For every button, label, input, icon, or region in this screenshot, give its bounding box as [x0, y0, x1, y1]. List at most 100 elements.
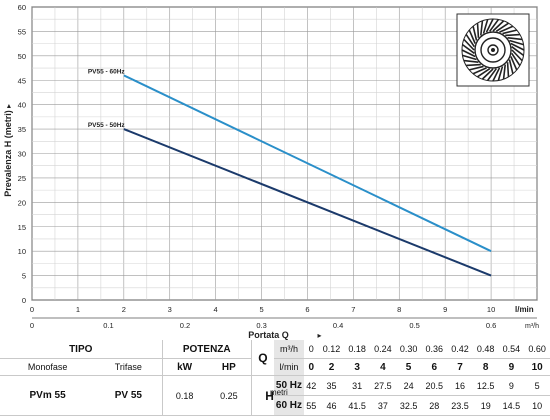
trifase-header: Trifase	[95, 358, 163, 376]
impeller-blade	[462, 43, 475, 54]
x-axis-label: Portata Q	[248, 330, 289, 340]
impeller-blade	[502, 64, 507, 80]
impeller-blade	[472, 26, 478, 41]
x-tick-label: 8	[397, 305, 401, 314]
impeller-blade	[511, 46, 524, 57]
x2-tick-label: 0.2	[180, 321, 190, 330]
impeller-blade	[481, 68, 494, 80]
impeller-blade	[466, 63, 481, 67]
impeller-blade	[489, 19, 500, 32]
monofase-header: Monofase	[0, 358, 96, 376]
impeller-blade	[486, 68, 497, 81]
y-tick-label: 55	[18, 27, 26, 36]
lmin-cell-1: 2	[318, 358, 345, 376]
q-header: Q	[250, 340, 274, 376]
impeller-blade	[495, 22, 509, 32]
lmin-cell-7: 8	[472, 358, 499, 376]
y-tick-label: 35	[18, 125, 26, 134]
h-label: H	[250, 375, 274, 416]
series-line-0	[123, 74, 492, 253]
model-hp: 0.25	[206, 375, 252, 416]
m3h-cell-4: 0.30	[395, 340, 422, 359]
impeller-blade	[510, 56, 518, 71]
m3h-cell-6: 0.42	[447, 340, 473, 359]
x2-tick-label: 0.4	[333, 321, 343, 330]
x2-tick-label: 0.3	[256, 321, 266, 330]
lmin-cell-0: 0	[303, 358, 319, 376]
x-tick-label: 1	[76, 305, 80, 314]
y-tick-label: 10	[18, 247, 26, 256]
x-axis-arrow: ▸	[318, 331, 322, 340]
kw-header: kW	[161, 358, 207, 376]
freq-50hz: metri 50 Hz	[270, 375, 304, 397]
impeller-blade	[510, 42, 525, 51]
x2-tick-label: 0.6	[486, 321, 496, 330]
impeller-blade	[482, 19, 489, 34]
y-tick-label: 15	[18, 223, 26, 232]
x-tick-label: 6	[305, 305, 309, 314]
x-unit-top: l/min	[515, 305, 534, 314]
x-unit-bottom: m³/h	[525, 323, 539, 330]
impeller-rim	[461, 18, 525, 82]
y-tick-label: 40	[18, 101, 26, 110]
m3h-cell-3: 0.24	[370, 340, 396, 359]
impeller-blade	[461, 49, 476, 58]
impeller-blade	[508, 59, 514, 74]
impeller-blade	[506, 62, 510, 77]
h50-cell-5: 20.5	[421, 375, 448, 396]
impeller-blade	[476, 23, 480, 38]
h-symbol: H	[265, 388, 274, 403]
x2-tick-label: 0.1	[103, 321, 113, 330]
h50-cell-7: 12.5	[472, 375, 499, 396]
h60-cell-6: 23.5	[447, 395, 473, 416]
potenza-header: POTENZA	[161, 340, 252, 359]
freq-50hz-label: 50 Hz	[275, 380, 303, 391]
impeller-blade	[511, 49, 523, 62]
x-tick-label: 0	[30, 305, 34, 314]
impeller-blade	[509, 39, 524, 46]
y-tick-label: 60	[18, 3, 26, 12]
h60-cell-3: 37	[370, 395, 396, 416]
y-tick-label: 50	[18, 52, 26, 61]
h50-cell-1: 35	[318, 375, 345, 396]
h60-cell-9: 10	[524, 395, 550, 416]
impeller-icon	[456, 13, 530, 87]
lmin-cell-9: 10	[524, 358, 550, 376]
impeller-blade	[507, 36, 523, 41]
impeller-blade	[511, 52, 521, 66]
performance-table: TIPO POTENZA Q m³/h 0 0.12 0.18 0.24 0.3…	[0, 340, 550, 416]
series-label-0: PV55 - 60Hz	[88, 68, 126, 75]
m3h-cell-0: 0	[303, 340, 319, 359]
h60-cell-0: 55	[303, 395, 319, 416]
h50-cell-6: 16	[447, 375, 473, 396]
impeller-blade	[505, 33, 520, 37]
impeller-blade	[463, 38, 475, 51]
model-monofase: PVm 55	[0, 375, 96, 416]
impeller-blade	[463, 59, 479, 64]
y-tick-label: 0	[22, 296, 26, 305]
h60-cell-5: 28	[421, 395, 448, 416]
h60-cell-7: 19	[472, 395, 499, 416]
h50-cell-4: 24	[395, 375, 422, 396]
impeller-blade	[468, 29, 476, 44]
impeller-blade	[492, 20, 505, 32]
freq-60hz-label: 60 Hz	[273, 395, 304, 416]
model-trifase: PV 55	[95, 375, 163, 416]
impeller-blade	[469, 65, 484, 71]
impeller-blade	[477, 68, 491, 78]
impeller-blade	[479, 20, 484, 36]
model-kw: 0.18	[161, 375, 207, 416]
m3h-cell-8: 0.54	[498, 340, 525, 359]
lmin-cell-5: 6	[421, 358, 448, 376]
h60-cell-2: 41.5	[344, 395, 371, 416]
impeller-blade	[502, 29, 517, 35]
series-line-1	[123, 128, 492, 277]
impeller-blade	[462, 54, 477, 61]
lmin-cell-2: 3	[344, 358, 371, 376]
impeller-blade	[497, 66, 504, 81]
lmin-cell-8: 9	[498, 358, 525, 376]
m3h-cell-1: 0.12	[318, 340, 345, 359]
h-unit: metri	[269, 388, 288, 397]
m3h-cell-2: 0.18	[344, 340, 371, 359]
